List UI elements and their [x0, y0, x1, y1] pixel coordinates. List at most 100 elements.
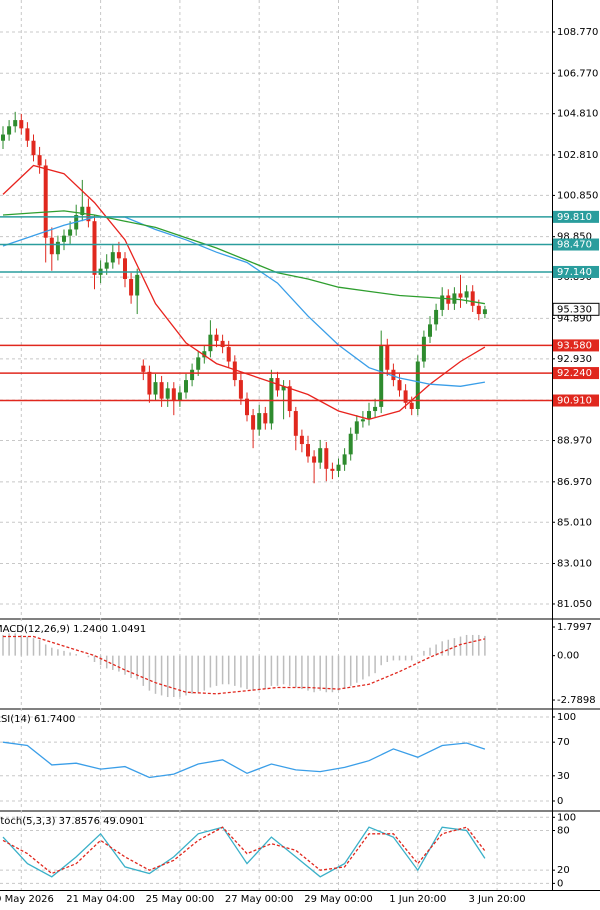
candle-body [49, 237, 54, 255]
level-label-box [553, 367, 599, 380]
candle-body [434, 309, 439, 325]
candle-body [202, 351, 207, 358]
macd-signal [3, 635, 486, 695]
candle-body [238, 380, 243, 399]
candle-body [391, 369, 396, 381]
candle-body [116, 252, 121, 259]
candle-body [220, 340, 225, 348]
candle-body [19, 120, 24, 129]
y-tick-label: 100.850 [557, 190, 598, 201]
y-tick-label: 85.010 [557, 517, 592, 528]
candle-body [123, 258, 127, 279]
candle-body [470, 291, 475, 306]
y-tick-label: -2.7898 [557, 695, 596, 706]
level-label: 99.810 [557, 212, 592, 223]
candle-body [257, 413, 262, 430]
candle-body [177, 392, 182, 401]
y-tick-label: 0 [557, 796, 563, 807]
y-tick-label: 81.050 [557, 599, 592, 610]
moving-average [2, 164, 486, 420]
candle-body [171, 388, 176, 401]
candle-body [110, 252, 115, 263]
x-tick-label: 21 May 04:00 [66, 894, 135, 905]
candle-body [397, 380, 402, 391]
candle-body [104, 262, 109, 269]
candle-body [367, 411, 371, 420]
candle-body [153, 382, 158, 395]
y-tick-label: 70 [557, 737, 570, 748]
candle-body [385, 345, 390, 370]
y-tick-label: 108.770 [557, 27, 598, 38]
candle-body [25, 128, 30, 141]
candle-body [184, 380, 188, 393]
candle-body [324, 448, 329, 469]
indicator-title: MACD(12,26,9) 1.2400 1.0491 [0, 624, 146, 635]
candle-body [330, 468, 335, 471]
x-tick-label: 27 May 00:00 [225, 894, 294, 905]
candle-body [379, 345, 384, 407]
x-tick-label: 29 May 00:00 [304, 894, 373, 905]
candle-body [190, 369, 195, 381]
y-tick-label: 88.970 [557, 436, 592, 447]
indicator-title: Stoch(5,3,3) 37.8576 49.0901 [0, 816, 145, 827]
level-label-box [553, 238, 599, 251]
candle-body [159, 382, 164, 399]
y-tick-label: 83.010 [557, 559, 592, 570]
candle-body [336, 464, 341, 471]
candle-body [428, 324, 432, 337]
candle-body [251, 415, 256, 430]
candle-body [68, 229, 73, 236]
y-tick-label: 104.810 [557, 109, 598, 120]
level-label: 93.580 [557, 340, 592, 351]
candle-body [373, 406, 378, 412]
candle-body [348, 433, 353, 455]
level-label: 92.240 [557, 368, 592, 379]
candle-body [403, 390, 408, 403]
y-tick-label: 0 [557, 878, 563, 889]
candle-body [80, 206, 85, 216]
candle-body [263, 413, 268, 424]
indicator-line [2, 741, 486, 779]
candle-body [141, 365, 146, 372]
candle-body [37, 155, 42, 166]
candle-body [458, 293, 463, 298]
last-price-label: 95.330 [557, 304, 592, 315]
y-tick-label: 106.770 [557, 68, 598, 79]
candle-body [299, 435, 304, 445]
y-tick-label: 30 [557, 771, 570, 782]
candle-body [196, 357, 201, 370]
candle-body [482, 309, 487, 315]
candle-body [318, 448, 323, 463]
x-tick-label: 3 Jun 20:00 [469, 894, 526, 905]
candle-body [354, 421, 359, 434]
candle-body [232, 361, 237, 381]
candle-body [92, 221, 97, 275]
candle-body [415, 361, 420, 409]
candle-body [409, 402, 414, 409]
candle-body [421, 336, 426, 362]
level-label: 90.910 [557, 396, 592, 407]
level-label-box [553, 265, 599, 278]
y-tick-label: 100 [557, 712, 576, 723]
candle-body [360, 419, 365, 422]
x-tick-label: 19 May 2026 [0, 894, 54, 905]
y-tick-label: 80 [557, 826, 570, 837]
candle-body [13, 120, 18, 127]
indicator-line [2, 826, 486, 875]
candle-body [293, 411, 298, 436]
candle-body [342, 454, 347, 465]
x-tick-label: 1 Jun 20:00 [389, 894, 446, 905]
candle-body [306, 444, 310, 457]
y-tick-label: 1.7997 [557, 622, 592, 633]
candle-body [43, 165, 48, 238]
candle-body [129, 278, 134, 296]
candle-body [31, 140, 36, 156]
moving-average [2, 216, 486, 387]
candle-body [1, 134, 5, 141]
y-tick-label: 86.970 [557, 477, 592, 488]
level-label-box [553, 339, 599, 352]
y-tick-label: 92.930 [557, 354, 592, 365]
y-tick-label: 98.850 [557, 232, 592, 243]
